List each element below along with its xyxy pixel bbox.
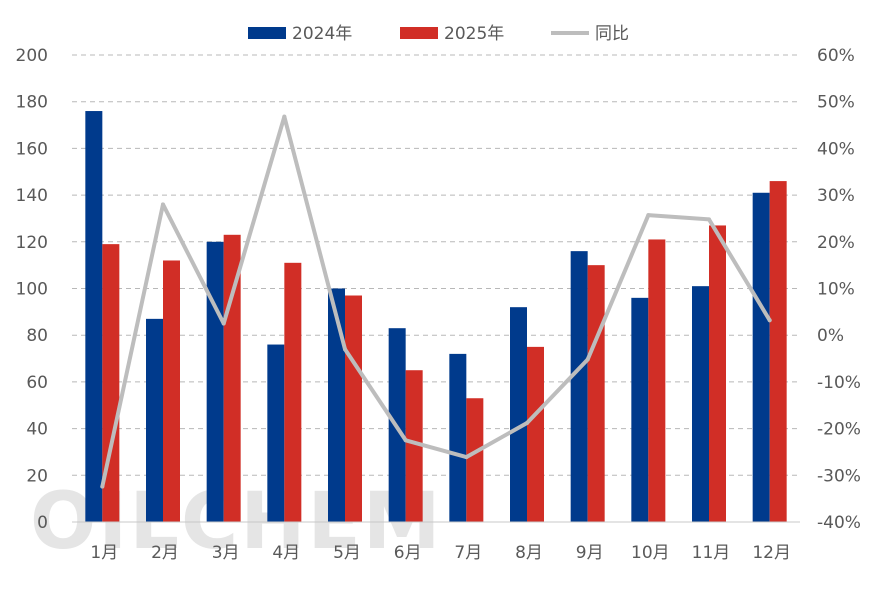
y-right-tick-label: 40% bbox=[817, 139, 855, 159]
y-left-tick-label: 180 bbox=[16, 93, 48, 113]
bar-series bbox=[85, 111, 787, 523]
bar-2024 bbox=[570, 251, 588, 522]
bar-2025 bbox=[709, 225, 726, 522]
y-left-tick-label: 120 bbox=[16, 233, 48, 253]
bar-2025 bbox=[648, 239, 666, 522]
bar-2025 bbox=[284, 262, 302, 522]
y-right-tick-label: 20% bbox=[817, 233, 855, 253]
y-left-tick-label: 20 bbox=[26, 466, 48, 486]
yoy-point bbox=[464, 455, 469, 460]
bar-2025 bbox=[345, 295, 362, 522]
bar-2024 bbox=[631, 297, 649, 522]
yoy-point bbox=[525, 420, 529, 425]
bar-2024 bbox=[692, 286, 709, 522]
yoy-point bbox=[282, 114, 287, 119]
bar-2025 bbox=[102, 244, 120, 522]
line-series bbox=[100, 114, 772, 489]
yoy-point bbox=[767, 318, 772, 323]
x-tick-label: 3月 bbox=[212, 543, 240, 563]
yoy-point bbox=[100, 484, 105, 489]
yoy-point bbox=[221, 321, 226, 326]
bar-2025 bbox=[769, 181, 787, 522]
x-tick-label: 6月 bbox=[394, 543, 422, 563]
bar-2025 bbox=[466, 398, 484, 522]
bar-2024 bbox=[146, 318, 163, 522]
y-right-tick-label: -20% bbox=[817, 420, 861, 440]
bar-2024 bbox=[328, 288, 345, 522]
y-right-tick-label: 50% bbox=[817, 93, 855, 113]
y-left-tick-label: 0 bbox=[37, 513, 48, 533]
gridlines bbox=[72, 54, 800, 476]
bar-2024 bbox=[449, 353, 467, 522]
bar-2024 bbox=[206, 241, 224, 523]
y-right-tick-label: 30% bbox=[817, 186, 855, 206]
bar-2025 bbox=[163, 260, 180, 522]
legend-label: 2024年 bbox=[292, 24, 352, 44]
x-tick-label: 7月 bbox=[454, 543, 482, 563]
bar-2024 bbox=[267, 344, 285, 522]
bar-2025 bbox=[527, 346, 544, 522]
bar-2024 bbox=[510, 307, 527, 522]
x-tick-label: 10月 bbox=[631, 543, 670, 563]
legend: 2024年 2025年 同比 bbox=[248, 24, 629, 44]
legend-swatch bbox=[400, 27, 438, 39]
y-left-tick-label: 200 bbox=[16, 46, 48, 66]
x-tick-label: 9月 bbox=[576, 543, 604, 563]
bar-2024 bbox=[752, 192, 770, 522]
x-tick-label: 2月 bbox=[151, 543, 179, 563]
bar-2025 bbox=[587, 265, 605, 522]
y-left-tick-label: 160 bbox=[16, 139, 48, 159]
y-right-tick-label: 60% bbox=[817, 46, 855, 66]
legend-label: 2025年 bbox=[444, 24, 504, 44]
x-tick-label: 5月 bbox=[333, 543, 361, 563]
y-right-tick-label: -30% bbox=[817, 466, 861, 486]
yoy-point bbox=[343, 347, 347, 352]
y-right-tick-label: 10% bbox=[817, 280, 855, 300]
yoy-point bbox=[707, 217, 711, 222]
y-left-tick-label: 140 bbox=[16, 186, 48, 206]
y-right-tick-label: -40% bbox=[817, 513, 861, 533]
bar-2024 bbox=[85, 111, 103, 522]
y-left-tick-label: 40 bbox=[26, 420, 48, 440]
x-tick-label: 12月 bbox=[752, 543, 791, 563]
legend-label: 同比 bbox=[595, 24, 629, 44]
y-left-tick-label: 80 bbox=[26, 326, 48, 346]
y-right-tick-label: -10% bbox=[817, 373, 861, 393]
y-left-tick-label: 100 bbox=[16, 280, 48, 300]
bar-2025 bbox=[405, 370, 423, 522]
x-tick-label: 4月 bbox=[272, 543, 300, 563]
x-tick-label: 8月 bbox=[515, 543, 543, 563]
axes: 0 20 40 60 80 100 120 140 160 180 200 -40% -30% -20% -… bbox=[16, 46, 861, 563]
y-right-tick-label: 0% bbox=[817, 326, 844, 346]
yoy-point bbox=[161, 202, 165, 207]
legend-swatch bbox=[248, 27, 286, 39]
yoy-point bbox=[403, 438, 408, 443]
x-tick-label: 1月 bbox=[90, 543, 118, 563]
x-tick-label: 11月 bbox=[692, 543, 731, 563]
yoy-line bbox=[100, 114, 772, 489]
yoy-point bbox=[585, 357, 590, 362]
y-left-tick-label: 60 bbox=[26, 373, 48, 393]
yoy-point bbox=[646, 213, 651, 218]
